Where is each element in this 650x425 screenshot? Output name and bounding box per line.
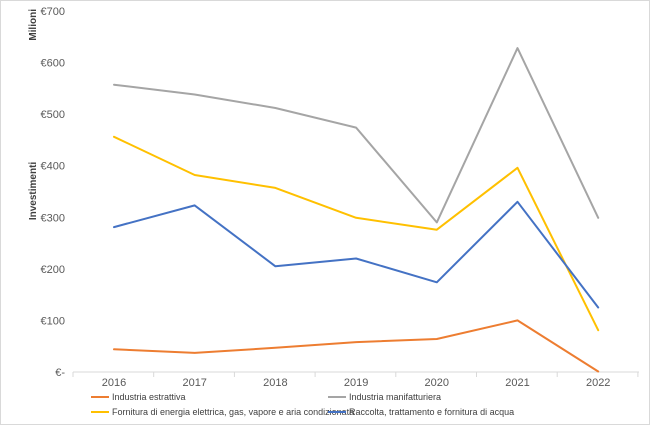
x-tick-label: 2018 <box>263 377 287 389</box>
y-tick-label: €500 <box>41 109 65 121</box>
x-tick-label: 2020 <box>425 377 449 389</box>
y-tick-label: €- <box>55 367 65 379</box>
y-tick-label: €600 <box>41 58 65 70</box>
y-tick-label: €100 <box>41 315 65 327</box>
y-tick-label: €700 <box>41 6 65 18</box>
series-line-4 <box>113 200 600 309</box>
y-tick-label: €300 <box>41 212 65 224</box>
x-tick-label: 2019 <box>344 377 368 389</box>
series-line-1 <box>113 319 600 373</box>
x-tick-label: 2022 <box>586 377 610 389</box>
x-tick-label: 2016 <box>102 377 126 389</box>
legend-label-4: Raccolta, trattamento e fornitura di acq… <box>349 407 514 417</box>
x-axis: 2016 2017 2018 2019 2020 2021 2022 <box>72 371 639 389</box>
series-lines <box>113 47 600 373</box>
series-line-3 <box>113 135 600 332</box>
y-axis-title: Investimenti <box>28 162 39 221</box>
x-tick-label: 2017 <box>182 377 206 389</box>
legend-label-3: Fornitura di energia elettrica, gas, vap… <box>112 407 354 417</box>
legend-label-2: Industria manifatturiera <box>349 392 441 402</box>
legend: Industria estrattiva Industria manifattur… <box>91 392 514 417</box>
y-tick-label: €200 <box>41 264 65 276</box>
series-line-2 <box>113 47 600 224</box>
y-axis-ticks: €- €100 €200 €300 €400 €500 €600 €700 <box>41 6 66 379</box>
y-tick-label: €400 <box>41 161 65 173</box>
legend-label-1: Industria estrattiva <box>112 392 186 402</box>
x-tick-label: 2021 <box>505 377 529 389</box>
y-unit-label: Milioni <box>28 9 39 41</box>
